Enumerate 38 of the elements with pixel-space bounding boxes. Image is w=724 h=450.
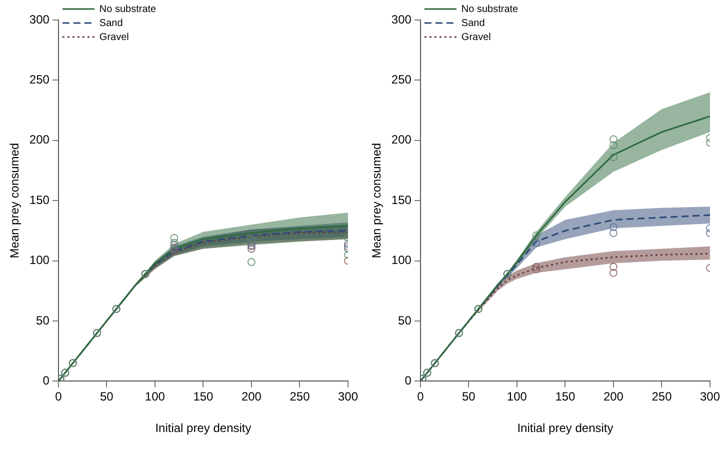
x-tick-label: 150 <box>555 390 576 404</box>
y-axis-title: Mean prey consumed <box>370 142 384 258</box>
legend-label: No substrate <box>461 4 519 15</box>
legend-label: Sand <box>461 18 485 29</box>
y-tick-label: 150 <box>391 192 412 207</box>
x-tick-label: 100 <box>506 390 528 404</box>
x-tick-label: 150 <box>193 390 214 404</box>
legend-label: Gravel <box>461 32 491 43</box>
x-tick-label: 0 <box>55 390 62 404</box>
y-tick-label: 0 <box>404 374 412 388</box>
y-tick-label: 300 <box>391 12 412 26</box>
x-axis-title: Initial prey density <box>155 421 252 436</box>
y-tick-label: 50 <box>36 313 50 328</box>
y-tick-label: 150 <box>29 192 50 207</box>
x-tick-label: 0 <box>417 390 424 404</box>
x-tick-label: 250 <box>652 390 672 404</box>
x-tick-label: 300 <box>338 390 358 404</box>
y-tick-label: 50 <box>398 313 412 328</box>
y-tick-label: 100 <box>29 253 50 268</box>
x-tick-label: 50 <box>462 390 476 404</box>
legend-label: Gravel <box>99 32 129 43</box>
x-axis-title: Initial prey density <box>517 421 614 436</box>
y-tick-label: 250 <box>29 72 50 87</box>
y-tick-label: 250 <box>391 72 412 87</box>
y-tick-label: 0 <box>42 374 50 388</box>
x-tick-label: 300 <box>700 390 720 404</box>
x-tick-label: 200 <box>603 390 624 404</box>
y-tick-label: 300 <box>29 12 50 26</box>
x-tick-label: 100 <box>144 390 166 404</box>
x-tick-label: 200 <box>241 390 262 404</box>
y-tick-label: 200 <box>391 132 412 147</box>
y-tick-label: 100 <box>391 253 412 268</box>
legend-label: Sand <box>99 18 123 29</box>
x-tick-label: 250 <box>290 390 310 404</box>
legend-label: No substrate <box>99 4 157 15</box>
x-tick-label: 50 <box>100 390 114 404</box>
y-tick-label: 200 <box>29 132 50 147</box>
y-axis-title: Mean prey consumed <box>8 142 22 258</box>
